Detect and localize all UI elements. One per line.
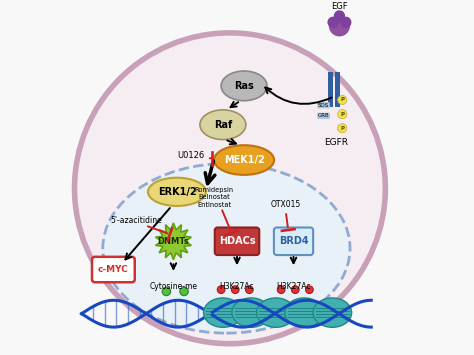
Circle shape [341,17,351,27]
FancyBboxPatch shape [335,72,340,107]
Text: P: P [340,98,344,103]
Text: GRB: GRB [318,113,329,118]
Text: Romidepsin
Belnostat
Entinostat: Romidepsin Belnostat Entinostat [194,187,234,208]
Text: BRD4: BRD4 [279,236,308,246]
Circle shape [306,286,313,294]
Ellipse shape [313,298,352,327]
Text: Raf: Raf [214,120,232,130]
FancyBboxPatch shape [215,228,259,255]
Ellipse shape [214,145,274,175]
Text: H3K27Ac: H3K27Ac [220,282,254,291]
Text: DNMTs: DNMTs [157,237,189,246]
Ellipse shape [285,298,323,327]
Circle shape [231,286,239,294]
Circle shape [292,286,299,294]
Ellipse shape [232,298,270,327]
Ellipse shape [256,298,295,327]
Circle shape [217,286,225,294]
Ellipse shape [200,110,246,140]
Text: MEK1/2: MEK1/2 [224,155,264,165]
Text: c-MYC: c-MYC [98,265,129,274]
Text: P: P [340,111,344,117]
Circle shape [162,287,171,296]
FancyBboxPatch shape [328,72,333,107]
Circle shape [328,17,338,27]
Text: U0126: U0126 [177,151,205,160]
Circle shape [180,287,188,296]
Ellipse shape [103,164,350,333]
Ellipse shape [221,71,267,101]
Ellipse shape [74,33,385,344]
Text: H3K27Ac: H3K27Ac [276,282,311,291]
Circle shape [337,124,347,133]
Text: SOS: SOS [318,103,329,108]
FancyBboxPatch shape [274,228,313,255]
Text: ERK1/2: ERK1/2 [158,187,196,197]
Text: EGF: EGF [331,2,348,11]
Circle shape [337,110,347,119]
Circle shape [337,95,347,105]
Ellipse shape [148,178,206,206]
Text: P: P [340,126,344,131]
Text: EGFR: EGFR [324,138,348,147]
Circle shape [335,11,345,21]
Text: OTX015: OTX015 [271,200,301,209]
Circle shape [329,16,349,36]
Circle shape [246,286,253,294]
FancyBboxPatch shape [92,257,135,282]
Circle shape [277,286,285,294]
Ellipse shape [204,298,242,327]
Text: Ras: Ras [234,81,254,91]
Polygon shape [155,223,191,260]
Text: HDACs: HDACs [219,236,255,246]
Text: Cytosine-me: Cytosine-me [149,282,198,291]
Text: 5'-azacitidine: 5'-azacitidine [110,215,162,225]
